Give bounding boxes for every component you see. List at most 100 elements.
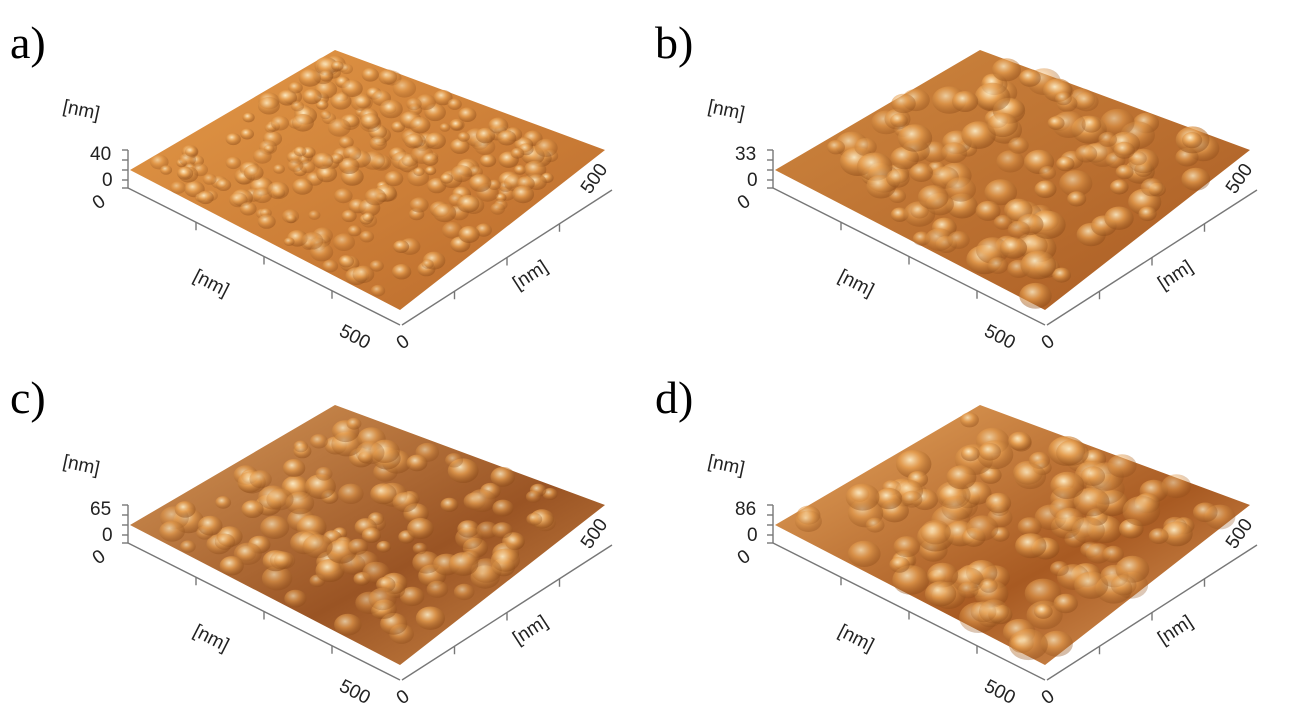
x-axis-start: 0 [89,546,110,569]
grain [313,153,334,169]
y-axis-start: 0 [1038,686,1059,709]
grain [198,516,223,536]
y-axis-unit: [nm] [509,256,551,294]
grain [440,123,451,132]
grain [986,493,1012,513]
grain [303,534,333,558]
grain [491,467,516,487]
grain [1182,132,1202,148]
grain [1021,251,1057,280]
grain [1008,221,1030,239]
grain [267,182,289,199]
grain [1035,181,1057,199]
grain [180,540,196,552]
grain [334,614,361,636]
grain [413,167,424,176]
grain [1139,207,1157,222]
grain [961,446,980,461]
grain [362,212,374,221]
grain [946,465,976,489]
grain [1100,109,1134,136]
grain [362,68,379,82]
grain [413,543,428,555]
z-tick-label: 0 [102,170,113,191]
grain [1123,496,1161,526]
z-axis-unit: [nm] [61,451,102,479]
grain [1056,440,1089,466]
grain [273,164,285,173]
grain [979,599,1009,623]
grain [1015,533,1046,558]
grain [328,119,351,137]
grain [1149,528,1169,544]
grain [294,146,307,156]
grain [1048,116,1065,130]
grain [901,491,922,508]
grain [467,489,496,512]
grain [1000,237,1027,259]
grain [1081,466,1105,486]
y-axis-unit: [nm] [1154,611,1196,649]
grain [1056,157,1074,172]
figure: a)[nm]4000[nm]5000[nm]500b)[nm]3300[nm]5… [0,0,1295,715]
grain [866,518,885,533]
grain [876,488,903,509]
grain [170,181,186,194]
y-axis-start: 0 [1038,331,1059,354]
grain [996,150,1024,172]
grain [292,114,314,132]
grain [433,204,456,223]
grain [240,202,257,215]
z-axis-unit: [nm] [61,96,102,124]
grain [283,459,305,477]
grain [294,441,309,453]
grain [378,69,397,84]
afm-panel: d)[nm]8600[nm]5000[nm]500 [655,372,1257,709]
grain [410,117,431,134]
grain [410,197,429,212]
grain [371,285,385,297]
afm-panel: a)[nm]4000[nm]5000[nm]500 [10,17,612,354]
grain [795,510,822,532]
grain [243,113,255,123]
grain [1009,629,1048,660]
grain [1103,546,1124,563]
panel-label: b) [655,17,693,68]
grain [422,259,434,269]
grain [512,186,534,204]
x-axis-unit: [nm] [835,266,877,301]
grain [197,191,214,204]
x-axis-end: 500 [981,321,1019,354]
grain [425,133,446,150]
grain [958,582,979,599]
grain [215,496,231,509]
x-axis-start: 0 [734,191,755,214]
z-tick-label: 0 [747,170,758,191]
grain [393,492,418,512]
z-tick-label: 0 [747,525,758,546]
grain [203,174,217,185]
grain [1019,69,1041,87]
grain [889,557,909,573]
grain [339,255,354,267]
z-axis-unit: [nm] [706,96,747,124]
grain [226,133,241,145]
panel-label: a) [10,17,46,68]
grain [1014,464,1046,490]
grain [526,491,541,503]
grain [331,93,352,110]
grain [369,588,397,610]
grain [827,140,845,154]
grain [320,111,331,120]
grain [407,518,434,539]
grain [448,99,462,110]
grain [445,453,463,467]
grain [458,107,476,122]
y-axis-start: 0 [393,686,414,709]
grain [960,412,979,427]
grain [980,578,998,592]
y-axis-unit: [nm] [509,611,551,649]
grain [894,536,921,557]
grain [505,535,524,550]
grain [1114,142,1135,159]
